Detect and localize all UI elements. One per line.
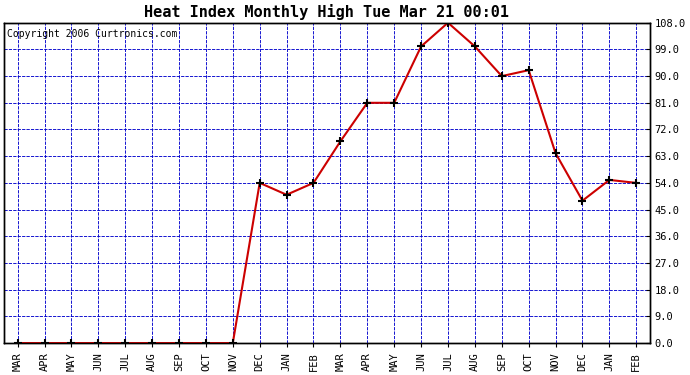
Title: Heat Index Monthly High Tue Mar 21 00:01: Heat Index Monthly High Tue Mar 21 00:01	[144, 4, 509, 20]
Text: Copyright 2006 Curtronics.com: Copyright 2006 Curtronics.com	[8, 29, 178, 39]
